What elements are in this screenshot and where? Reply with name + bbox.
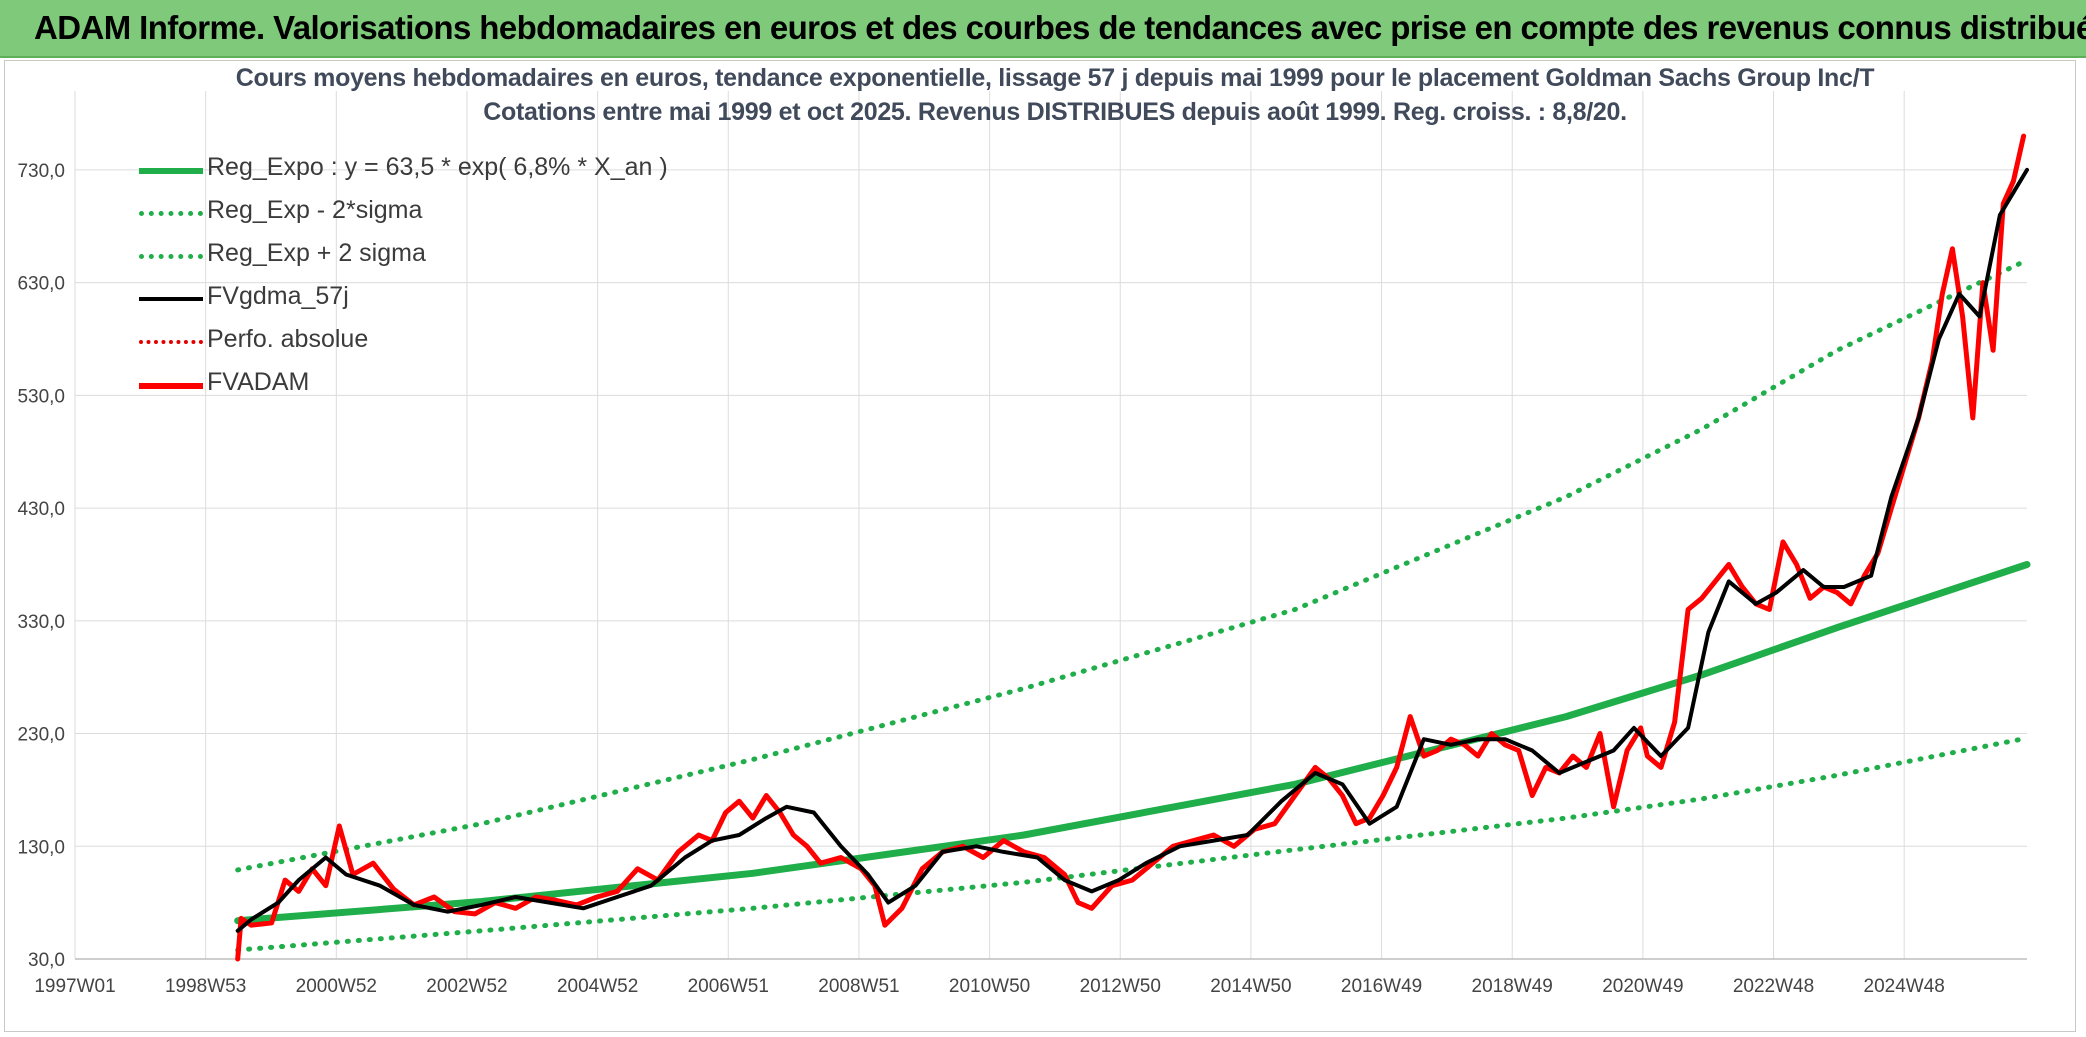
y-tick-label: 430,0 [17, 499, 65, 520]
x-tick-label: 2012W50 [1080, 976, 1161, 997]
x-tick-label: 2014W50 [1210, 976, 1291, 997]
legend-swatch [139, 383, 203, 389]
chart-canvas: 30,0130,0230,0330,0430,0530,0630,0730,0 … [17, 91, 2031, 997]
legend-label: Reg_Exp - 2*sigma [207, 196, 423, 224]
x-tick-label: 1997W01 [34, 976, 115, 997]
series-fvadam [235, 133, 2027, 962]
series-reg-exp-minus-2sigma [235, 735, 2030, 953]
x-tick-label: 2008W51 [818, 976, 899, 997]
series-fvgdma-57j [235, 167, 2029, 933]
legend-swatch [139, 168, 203, 174]
chart-subtitle: Cotations entre mai 1999 et oct 2025. Re… [483, 98, 1627, 126]
x-tick-label: 2020W49 [1602, 976, 1683, 997]
y-tick-label: 330,0 [17, 612, 65, 633]
x-tick-label: 2024W48 [1864, 976, 1945, 997]
y-tick-label: 130,0 [17, 837, 65, 858]
series-reg-exp-plus-2sigma [235, 257, 2030, 873]
series-reg-expo [234, 561, 2031, 925]
x-tick-label: 2002W52 [426, 976, 507, 997]
report-banner: ADAM Informe. Valorisations hebdomadaire… [0, 0, 2086, 58]
report-title: ADAM Informe. Valorisations hebdomadaire… [34, 9, 2086, 46]
series-layer [234, 133, 2031, 962]
x-tick-label: 2016W49 [1341, 976, 1422, 997]
legend-label: FVgdma_57j [207, 282, 349, 310]
y-tick-label: 230,0 [17, 725, 65, 746]
x-tick-label: 2006W51 [688, 976, 769, 997]
legend-swatch [139, 254, 203, 259]
chart-frame: 30,0 130,0 230,0 330,0 430,0 530,0 630,0 730,0 … [4, 60, 2076, 1032]
y-tick-label: 730,0 [17, 161, 65, 182]
y-axis-ticks: 30,0 130,0 230,0 330,0 430,0 530,0 630,0 730,0 [17, 161, 65, 971]
legend-label: Reg_Expo : y = 63,5 * exp( 6,8% * X_an ) [207, 153, 668, 181]
x-tick-label: 2010W50 [949, 976, 1030, 997]
y-tick-label: 30,0 [28, 950, 65, 971]
legend-label: Perfo. absolue [207, 325, 369, 353]
legend-label: FVADAM [207, 368, 310, 396]
legend-swatch [139, 211, 203, 216]
x-tick-label: 2018W49 [1472, 976, 1553, 997]
y-tick-label: 630,0 [17, 274, 65, 295]
x-tick-label: 2000W52 [296, 976, 377, 997]
legend-label: Reg_Exp + 2 sigma [207, 239, 426, 267]
x-tick-label: 1998W53 [165, 976, 246, 997]
x-tick-label: 2022W48 [1733, 976, 1814, 997]
y-tick-label: 530,0 [17, 386, 65, 407]
legend-swatch [139, 297, 203, 301]
chart-title: Cours moyens hebdomadaires en euros, ten… [235, 64, 1875, 92]
x-tick-label: 2004W52 [557, 976, 638, 997]
x-axis-ticks: 1997W01 1998W53 2000W52 2002W52 2004W52 2006W… [34, 976, 1945, 997]
legend-swatch [139, 340, 203, 344]
